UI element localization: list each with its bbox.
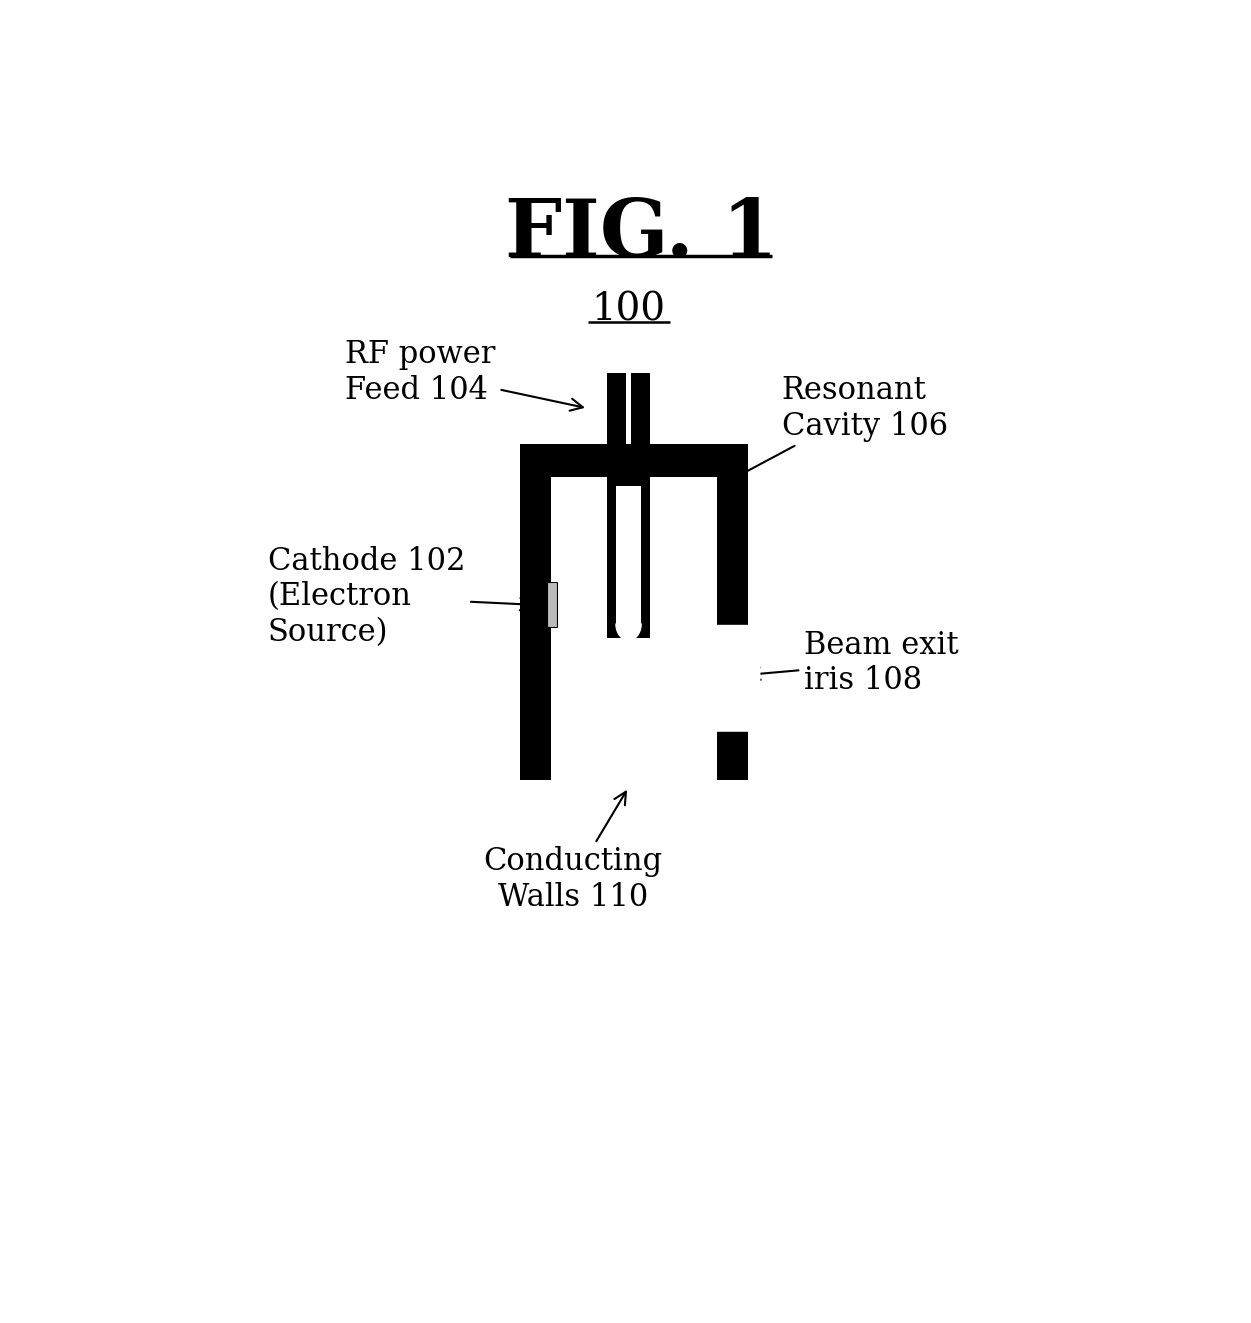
- Text: Resonant
Cavity 106: Resonant Cavity 106: [674, 374, 948, 509]
- Bar: [649, 476, 717, 638]
- Text: RF power
Feed 104: RF power Feed 104: [345, 339, 583, 410]
- Bar: [550, 476, 607, 638]
- FancyBboxPatch shape: [706, 624, 761, 732]
- Bar: [607, 476, 649, 638]
- Text: 100: 100: [592, 291, 666, 328]
- Polygon shape: [615, 624, 642, 640]
- Bar: [626, 373, 632, 445]
- Bar: [632, 373, 649, 445]
- Bar: [520, 445, 748, 781]
- Bar: [547, 582, 557, 627]
- Bar: [615, 486, 642, 624]
- Text: Conducting
Walls 110: Conducting Walls 110: [484, 791, 663, 913]
- Text: Beam exit
iris 108: Beam exit iris 108: [748, 630, 958, 696]
- Text: Cathode 102
(Electron
Source): Cathode 102 (Electron Source): [268, 545, 533, 648]
- Bar: [550, 476, 717, 781]
- Bar: [607, 373, 626, 445]
- Bar: [547, 582, 557, 627]
- Text: FIG. 1: FIG. 1: [504, 196, 778, 274]
